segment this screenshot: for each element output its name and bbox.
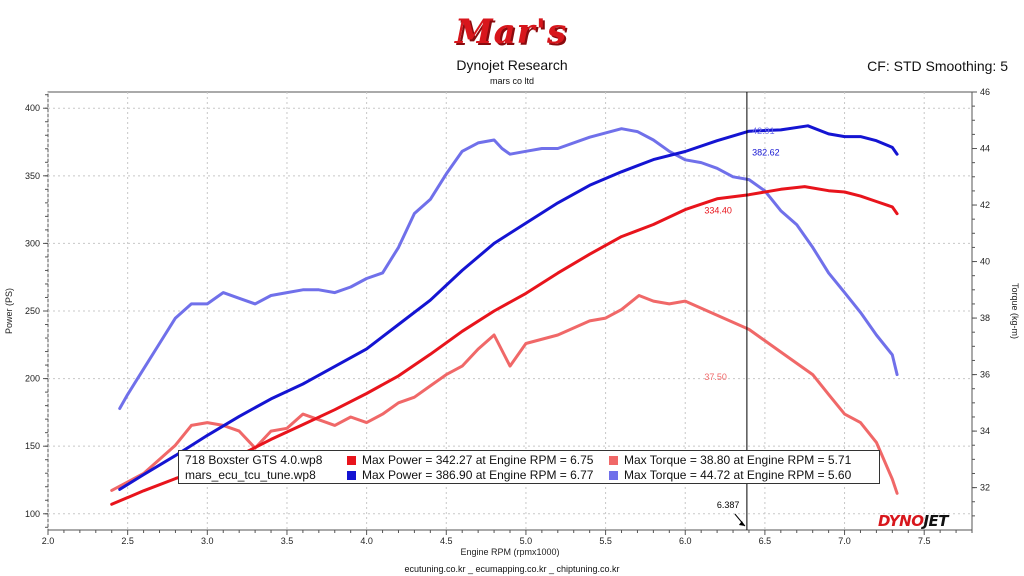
- x-tick-label: 4.5: [440, 536, 453, 546]
- y-tick-label: 250: [25, 306, 40, 316]
- x-tick-label: 3.0: [201, 536, 214, 546]
- y-axis-title: Power (PS): [4, 288, 14, 334]
- x-tick-label: 5.0: [520, 536, 533, 546]
- y-tick-label: 200: [25, 374, 40, 384]
- y2-tick-label: 32: [980, 483, 990, 493]
- series-group: [110, 124, 899, 506]
- legend-max-torque: Max Torque = 38.80 at Engine RPM = 5.71: [624, 453, 852, 467]
- x-tick-label: 6.0: [679, 536, 692, 546]
- brand-part-a: DYNO: [878, 512, 924, 530]
- brand-logo: Mar's: [455, 12, 568, 52]
- legend-swatch-torque: [609, 456, 618, 465]
- series-line: [118, 124, 899, 491]
- x-tick-label: 5.5: [599, 536, 612, 546]
- legend-swatch-torque: [609, 471, 618, 480]
- y2-tick-label: 38: [980, 313, 990, 323]
- chart-subtitle: mars co ltd: [489, 76, 534, 86]
- y-tick-label: 100: [25, 509, 40, 519]
- y2-tick-label: 46: [980, 87, 990, 97]
- y-tick-label: 350: [25, 171, 40, 181]
- y2-tick-label: 36: [980, 370, 990, 380]
- y2-tick-label: 34: [980, 426, 990, 436]
- legend-swatch-power: [347, 456, 356, 465]
- dynojet-logo: DYNOJET: [878, 512, 949, 530]
- value-annotation: 42.91: [752, 126, 775, 136]
- y2-tick-label: 44: [980, 144, 990, 154]
- legend-max-power: Max Power = 342.27 at Engine RPM = 6.75: [362, 453, 594, 467]
- series-line: [110, 185, 899, 506]
- value-annotation: 37.50: [704, 372, 727, 382]
- x-tick-label: 2.5: [121, 536, 134, 546]
- y-tick-label: 150: [25, 441, 40, 451]
- y2-tick-label: 42: [980, 200, 990, 210]
- x-tick-label: 7.0: [838, 536, 851, 546]
- brand-part-b: JET: [923, 512, 949, 530]
- x-axis-title: Engine RPM (rpmx1000): [460, 547, 559, 557]
- legend-swatch-power: [347, 471, 356, 480]
- legend: 718 Boxster GTS 4.0.wp8 Max Power = 342.…: [178, 450, 880, 484]
- series-line: [110, 294, 899, 495]
- value-annotation: 382.62: [752, 148, 780, 158]
- cursor-label: 6.387: [717, 500, 740, 510]
- annotations-group: 42.91 382.62 334.40 37.50: [704, 126, 779, 382]
- legend-run-name: 718 Boxster GTS 4.0.wp8: [185, 453, 323, 467]
- y-tick-label: 400: [25, 103, 40, 113]
- x-tick-label: 2.0: [42, 536, 55, 546]
- x-tick-label: 4.0: [360, 536, 373, 546]
- value-annotation: 334.40: [704, 206, 732, 216]
- footer-text: ecutuning.co.kr _ ecumapping.co.kr _ chi…: [404, 564, 620, 574]
- x-tick-label: 7.5: [918, 536, 931, 546]
- cursor-arrowhead: [738, 521, 745, 526]
- y2-axis-title: Torque (kg-m): [1010, 283, 1020, 339]
- axis-ticks: 2.0 2.5 3.0 3.5 4.0 4.5 5.0 5.5 6.0 6.5 7.0 7.5 100 1…: [25, 87, 990, 546]
- legend-max-power: Max Power = 386.90 at Engine RPM = 6.77: [362, 468, 594, 482]
- x-tick-label: 6.5: [759, 536, 772, 546]
- y-tick-label: 300: [25, 238, 40, 248]
- series-line: [118, 127, 899, 410]
- legend-run-name: mars_ecu_tcu_tune.wp8: [185, 468, 316, 482]
- y2-tick-label: 40: [980, 257, 990, 267]
- legend-max-torque: Max Torque = 44.72 at Engine RPM = 5.60: [624, 468, 852, 482]
- chart-title: Dynojet Research: [456, 57, 568, 73]
- x-tick-label: 3.5: [281, 536, 294, 546]
- correction-factor-label: CF: STD Smoothing: 5: [867, 58, 1008, 74]
